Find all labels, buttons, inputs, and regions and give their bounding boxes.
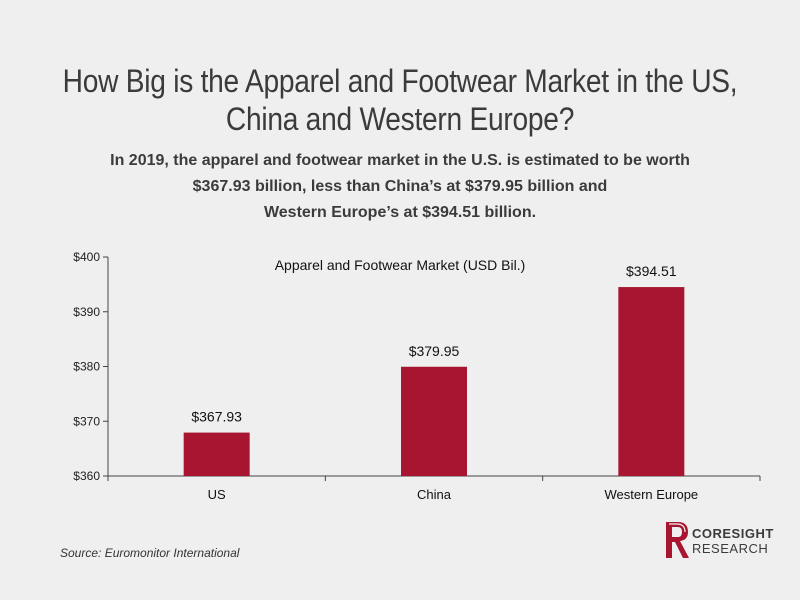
y-tick-label: $360 [73,469,100,483]
x-tick-label: US [208,487,226,502]
source-note: Source: Euromonitor International [60,546,240,560]
x-axis: US China Western Europe [107,475,761,502]
chart-title: Apparel and Footwear Market (USD Bil.) [275,257,526,273]
y-tick-label: $370 [73,414,100,428]
bars: $367.93 $379.95 $394.51 [183,263,685,476]
x-tick-label: China [417,487,452,502]
title-line-1: How Big is the Apparel and Footwear Mark… [62,63,738,99]
y-tick-label: $390 [73,305,100,319]
y-tick-label: $380 [73,360,100,374]
title-line-2: China and Western Europe? [225,101,575,137]
bar [183,432,250,476]
coresight-logo: CORESIGHT RESEARCH [664,518,784,566]
subtitle-line-1: In 2019, the apparel and footwear market… [110,152,690,169]
coresight-logo-icon [666,522,689,558]
bar [618,287,685,476]
bar-data-label: $379.95 [409,343,460,359]
bar [401,366,467,476]
subtitle: In 2019, the apparel and footwear market… [40,148,760,226]
logo-text-line-1: CORESIGHT [692,526,774,541]
bar-data-label: $394.51 [626,263,677,279]
logo-text-line-2: RESEARCH [692,541,769,556]
subtitle-line-3: Western Europe’s at $394.51 billion. [263,204,537,221]
bar-data-label: $367.93 [191,409,242,425]
subtitle-line-2: $367.93 billion, less than China’s at $3… [192,178,608,195]
page-title: How Big is the Apparel and Footwear Mark… [48,62,752,138]
y-axis: $360 $370 $380 $390 $400 [73,250,109,483]
y-tick-label: $400 [73,250,100,264]
x-tick-label: Western Europe [604,487,698,502]
